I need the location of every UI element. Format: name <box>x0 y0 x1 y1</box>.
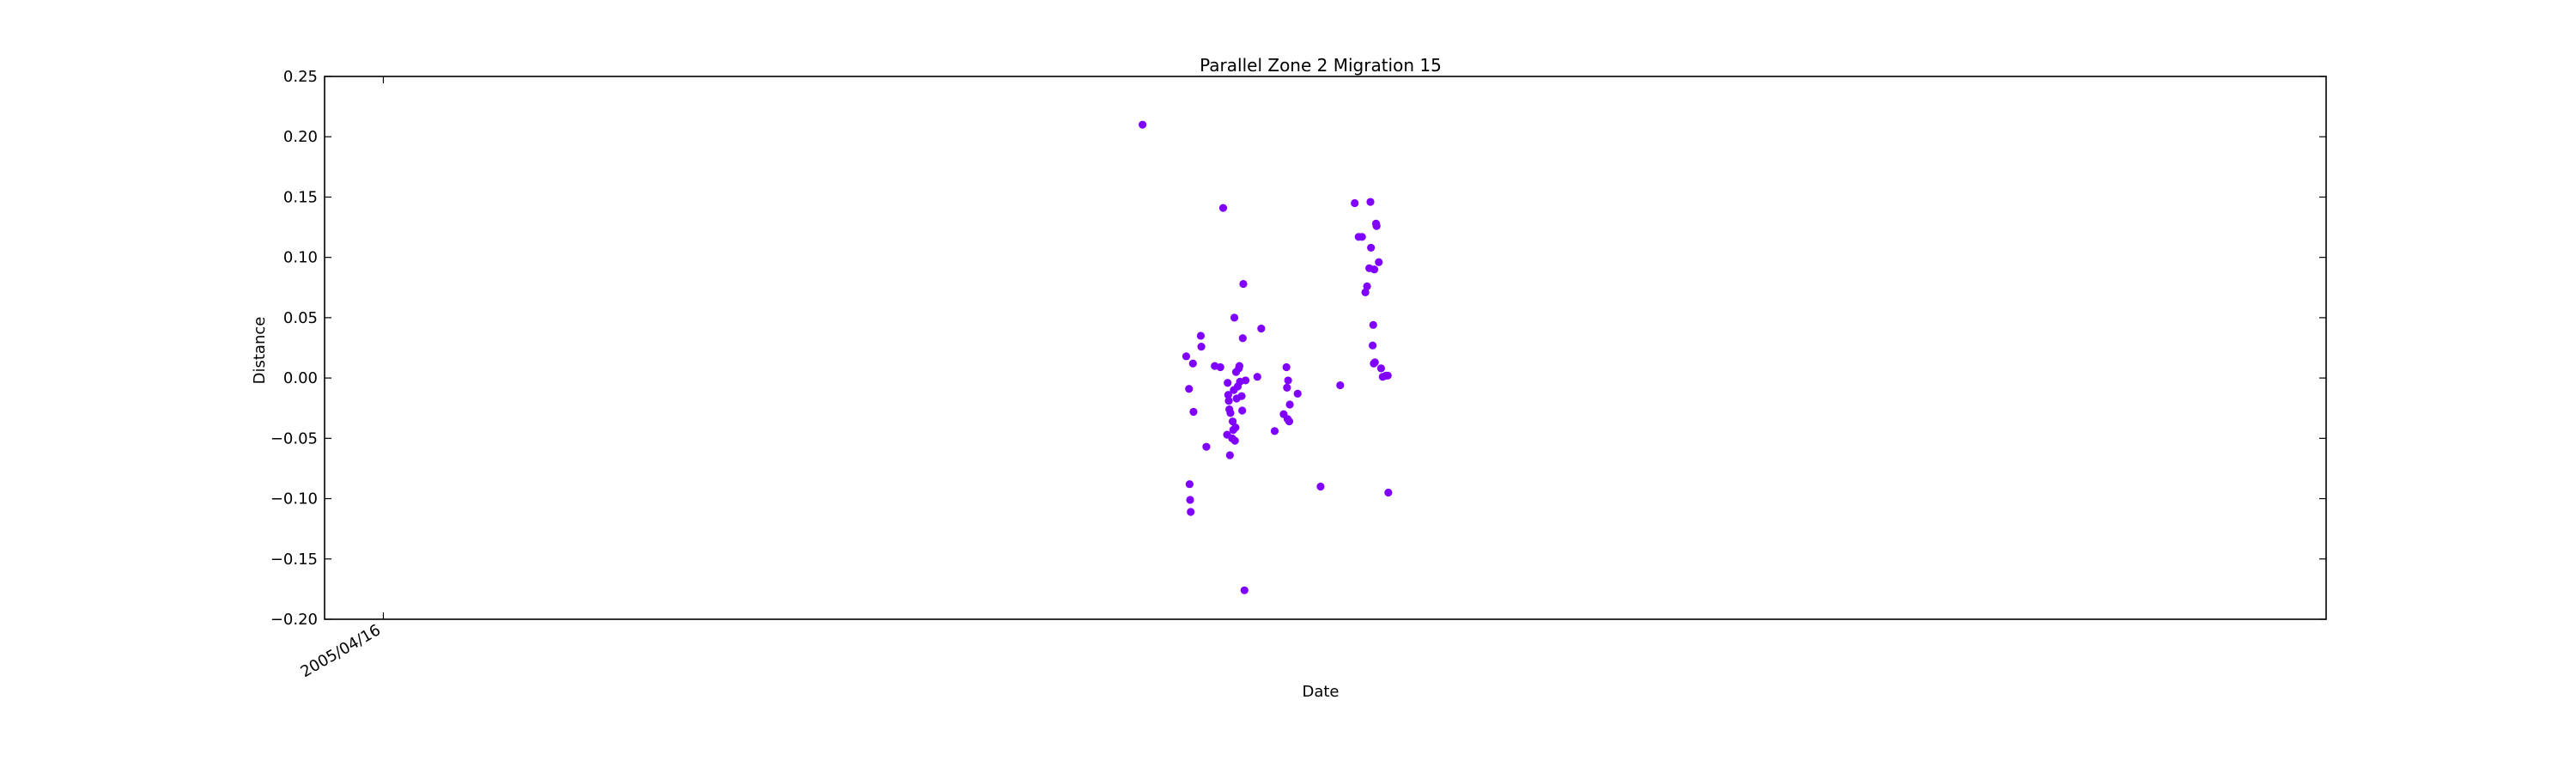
data-point <box>1226 409 1235 417</box>
data-point <box>1189 407 1198 417</box>
y-tick-label: −0.05 <box>270 429 318 447</box>
data-point <box>1367 243 1376 253</box>
data-point <box>1230 313 1239 322</box>
data-point <box>1202 442 1211 451</box>
y-tick-label: 0.25 <box>283 68 318 86</box>
data-point <box>1186 496 1194 504</box>
data-point <box>1224 391 1232 399</box>
x-axis-label: Date <box>1302 683 1339 701</box>
y-tick-label: −0.10 <box>270 490 318 508</box>
data-point <box>1188 359 1197 368</box>
data-point <box>1239 279 1248 289</box>
data-point <box>1230 436 1239 445</box>
data-point <box>1196 332 1206 340</box>
data-point <box>1283 383 1291 392</box>
y-tick-label: 0.10 <box>283 249 318 267</box>
data-point <box>1238 406 1247 415</box>
data-point <box>1282 362 1291 372</box>
data-point <box>1285 400 1294 409</box>
y-tick-label: 0.15 <box>283 188 318 206</box>
data-point <box>1197 342 1206 351</box>
y-tick-label: 0.20 <box>283 128 318 146</box>
data-point <box>1384 488 1393 497</box>
data-point <box>1336 380 1345 390</box>
data-point <box>1231 423 1240 432</box>
data-point <box>1370 358 1379 367</box>
data-point <box>1241 376 1250 385</box>
data-point <box>1218 204 1228 212</box>
data-point <box>1238 334 1247 343</box>
y-tick-label: −0.20 <box>270 611 318 629</box>
y-tick-label: 0.00 <box>283 369 318 387</box>
data-point <box>1270 427 1279 435</box>
data-point <box>1370 265 1379 274</box>
data-point <box>1369 320 1377 329</box>
data-point <box>1237 392 1246 400</box>
data-point <box>1224 379 1232 387</box>
data-point <box>1187 508 1195 516</box>
data-point <box>1368 341 1377 350</box>
data-point <box>1216 362 1224 372</box>
data-point <box>1253 373 1261 381</box>
y-tick-label: −0.15 <box>270 551 318 569</box>
y-axis-ticks: −0.20 −0.15 −0.10 −0.05 0.00 0.05 0.10 0.15 0.20… <box>270 68 2326 629</box>
data-point <box>1285 417 1294 426</box>
data-point <box>1139 120 1147 129</box>
data-point <box>1224 397 1233 405</box>
y-tick-label: 0.05 <box>283 309 318 327</box>
data-point <box>1372 222 1381 230</box>
y-axis-label: Distance <box>251 317 269 385</box>
plot-frame <box>324 76 2327 620</box>
data-point <box>1316 482 1325 491</box>
data-point <box>1284 376 1292 385</box>
data-point <box>1228 417 1237 426</box>
data-point <box>1185 385 1194 393</box>
data-point <box>1235 362 1244 370</box>
data-point <box>1257 324 1266 333</box>
data-point <box>1293 389 1302 398</box>
data-point <box>1363 282 1371 290</box>
data-point <box>1366 198 1375 206</box>
chart-title: Parallel Zone 2 Migration 15 <box>1200 55 1442 76</box>
data-point <box>1383 371 1392 380</box>
data-point <box>1240 586 1249 594</box>
data-points <box>1139 120 1393 594</box>
data-point <box>1376 364 1385 373</box>
data-point <box>1361 288 1370 296</box>
data-point <box>1375 258 1383 266</box>
data-point <box>1351 198 1359 208</box>
data-point <box>1225 451 1234 460</box>
data-point <box>1358 233 1366 241</box>
data-point <box>1185 480 1194 489</box>
data-point <box>1182 352 1191 361</box>
